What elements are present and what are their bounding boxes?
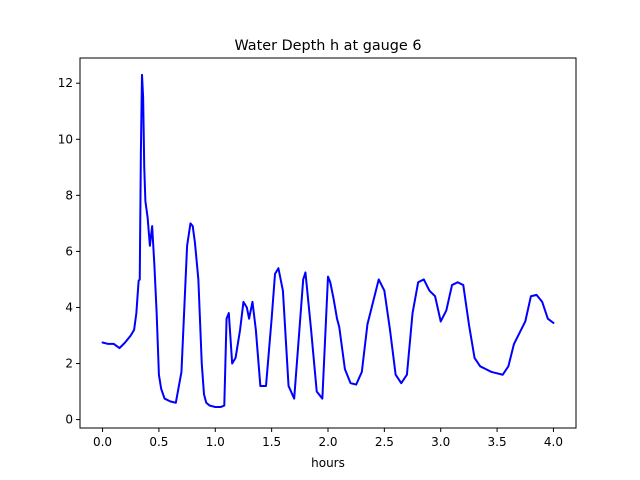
data-series-line (101, 73, 555, 408)
x-tick-label: 2.5 (375, 435, 394, 449)
x-axis-label: hours (311, 456, 345, 470)
y-tick-label: 6 (65, 244, 73, 258)
x-tick-label: 2.0 (318, 435, 337, 449)
x-tick-label: 1.5 (262, 435, 281, 449)
x-tick-label: 4.0 (544, 435, 563, 449)
y-tick-label: 12 (58, 76, 73, 90)
x-tick-label: 1.0 (206, 435, 225, 449)
y-tick-label: 0 (65, 413, 73, 427)
y-tick-label: 8 (65, 188, 73, 202)
chart-title: Water Depth h at gauge 6 (234, 38, 421, 54)
y-tick-label: 10 (58, 132, 73, 146)
x-axis: 0.0 0.5 1.0 1.5 2.0 2.5 3.0 3.5 4.0 (93, 428, 563, 449)
y-tick-label: 2 (65, 357, 73, 371)
x-tick-label: 3.0 (431, 435, 450, 449)
x-tick-label: 3.5 (488, 435, 507, 449)
x-tick-label: 0.0 (93, 435, 112, 449)
y-tick-label: 4 (65, 300, 73, 314)
x-tick-label: 0.5 (149, 435, 168, 449)
y-axis: 0 2 4 6 8 10 12 (58, 76, 80, 427)
